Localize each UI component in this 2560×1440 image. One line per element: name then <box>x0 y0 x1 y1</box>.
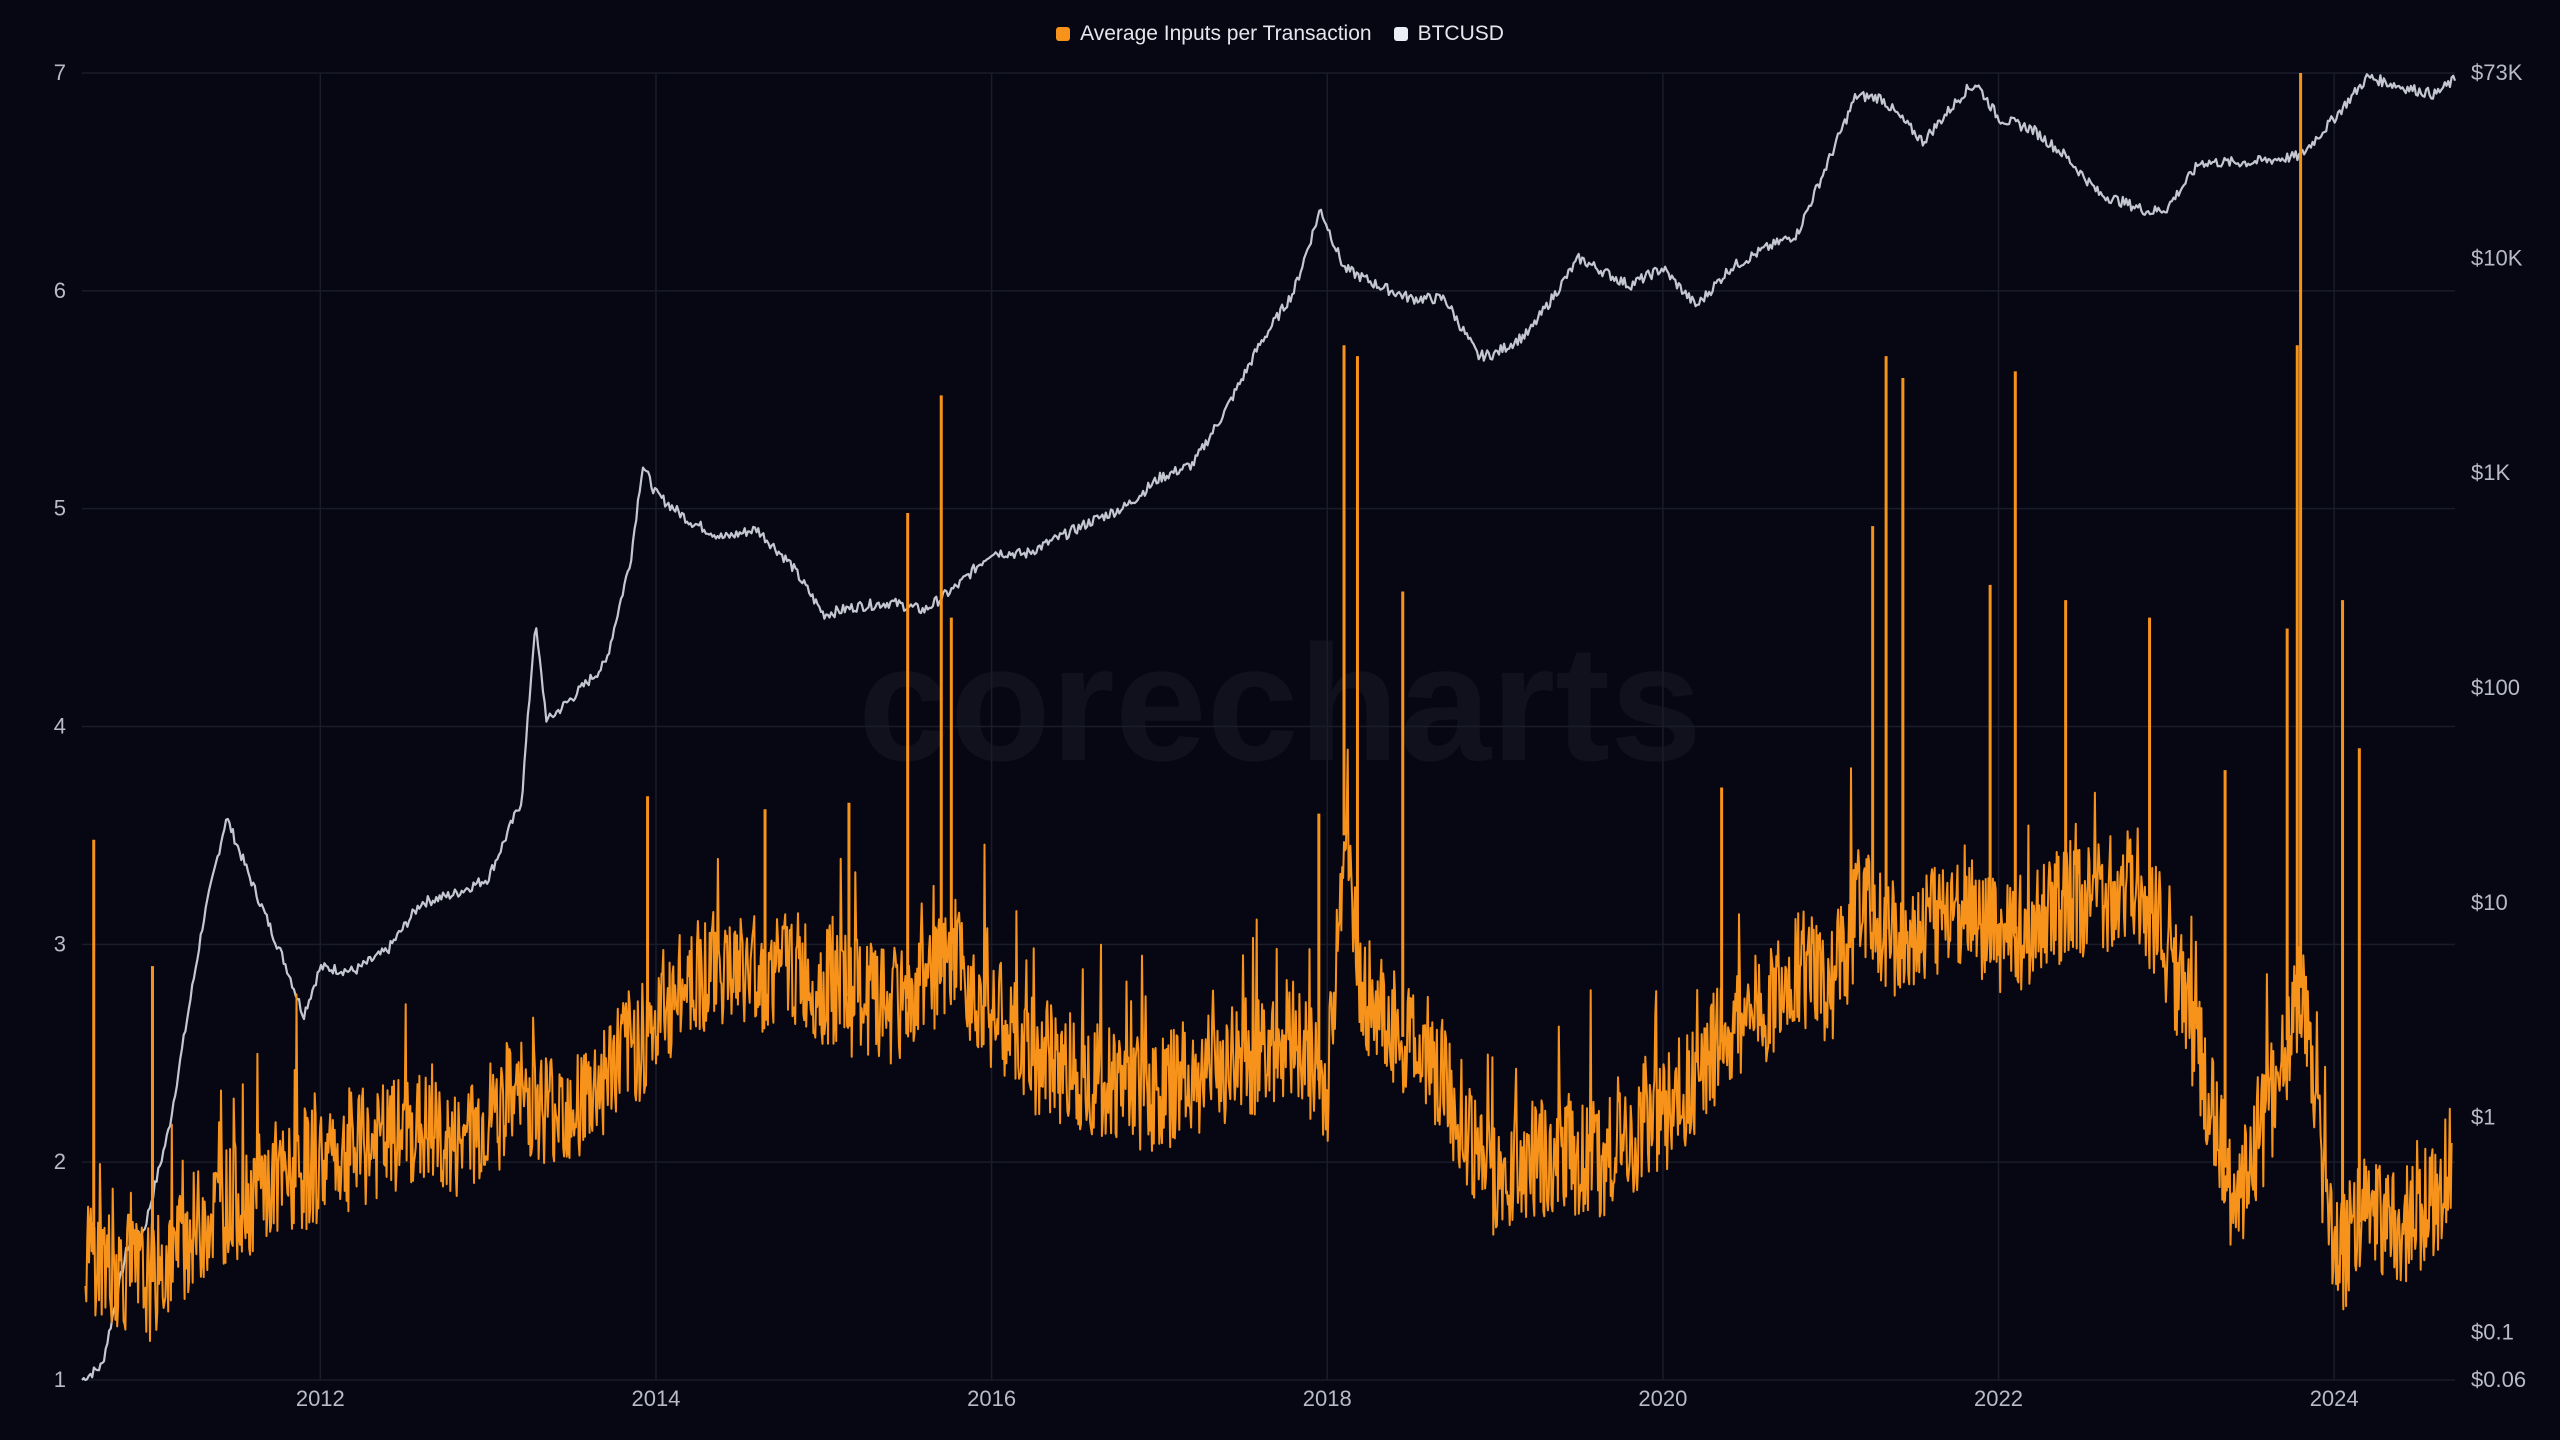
y-right-tick-label: $0.1 <box>2471 1319 2514 1344</box>
x-tick-label: 2022 <box>1974 1386 2023 1411</box>
legend-swatch-inputs <box>1056 27 1071 41</box>
y-left-tick-label: 1 <box>54 1367 66 1392</box>
watermark-text: corecharts <box>858 611 1702 795</box>
legend-label-btcusd: BTCUSD <box>1417 22 1504 45</box>
axes: 1 2 3 4 5 6 7 2012 2014 2016 2018 2020 2022 2024 $73K $… <box>54 60 2526 1411</box>
y-left-tick-label: 5 <box>54 496 66 521</box>
y-right-tick-label: $73K <box>2471 60 2523 85</box>
y-left-tick-label: 4 <box>54 714 66 739</box>
y-left-tick-label: 7 <box>54 60 66 85</box>
y-left-tick-label: 6 <box>54 278 66 303</box>
y-right-tick-label: $10 <box>2471 890 2508 915</box>
legend-item-inputs[interactable]: Average Inputs per Transaction <box>1056 22 1372 46</box>
inputs-line <box>84 748 2453 1342</box>
legend-item-btcusd[interactable]: BTCUSD <box>1393 22 1504 46</box>
y-right-tick-label: $0.06 <box>2471 1367 2526 1392</box>
legend-swatch-btcusd <box>1393 27 1408 41</box>
x-tick-label: 2020 <box>1638 1386 1687 1411</box>
y-right-tick-label: $1 <box>2471 1105 2495 1130</box>
x-tick-label: 2024 <box>2310 1386 2359 1411</box>
y-right-tick-label: $100 <box>2471 675 2520 700</box>
y-right-tick-label: $10K <box>2471 245 2523 270</box>
x-tick-label: 2012 <box>296 1386 345 1411</box>
chart-legend: Average Inputs per Transaction BTCUSD <box>0 22 2560 46</box>
x-tick-label: 2018 <box>1303 1386 1352 1411</box>
legend-label-inputs: Average Inputs per Transaction <box>1080 22 1372 45</box>
inputs-series <box>84 73 2453 1342</box>
y-left-tick-label: 3 <box>54 931 66 956</box>
btcusd-line <box>81 73 2457 1382</box>
y-left-tick-label: 2 <box>54 1149 66 1174</box>
btcusd-series <box>81 73 2457 1382</box>
grid-lines <box>82 72 2455 1381</box>
y-right-tick-label: $1K <box>2471 460 2510 485</box>
x-tick-label: 2014 <box>631 1386 680 1411</box>
x-tick-label: 2016 <box>967 1386 1016 1411</box>
